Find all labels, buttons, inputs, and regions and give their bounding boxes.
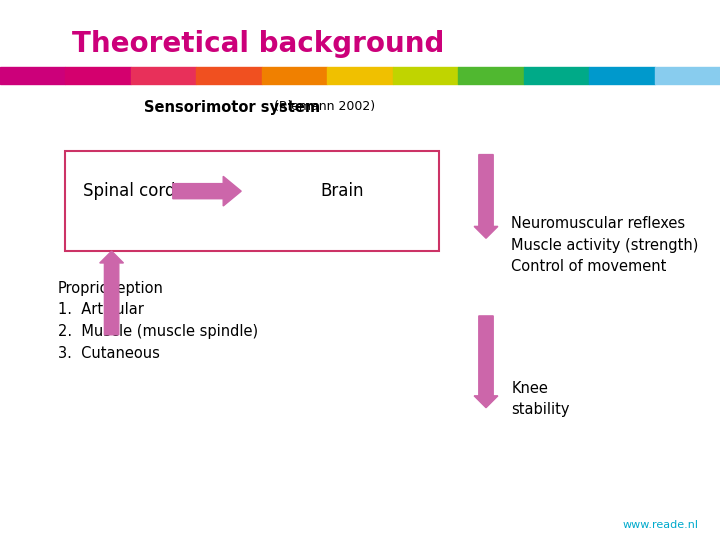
Bar [197,68,262,84]
Bar [523,68,589,84]
Bar [458,68,523,84]
Text: Knee
stability: Knee stability [511,381,570,417]
Text: Theoretical background: Theoretical background [72,30,444,58]
Text: Sensorimotor system: Sensorimotor system [144,100,320,115]
Bar [589,68,654,84]
Bar [392,68,458,84]
Text: Neuromuscular reflexes
Muscle activity (strength)
Control of movement: Neuromuscular reflexes Muscle activity (… [511,216,698,274]
Bar [131,68,197,84]
Bar [654,68,720,84]
Text: (Riemann 2002): (Riemann 2002) [270,100,375,113]
FancyArrow shape [173,176,241,206]
FancyArrow shape [99,251,124,335]
FancyBboxPatch shape [65,151,439,251]
Text: www.reade.nl: www.reade.nl [622,520,698,530]
Bar [328,68,392,84]
Text: Proprioception
1.  Articular
2.  Muscle (muscle spindle)
3.  Cutaneous: Proprioception 1. Articular 2. Muscle (m… [58,281,258,361]
FancyArrow shape [474,316,498,408]
Bar [66,68,131,84]
Bar [0,68,66,84]
Text: Spinal cord: Spinal cord [83,182,175,200]
Bar [262,68,328,84]
Text: Brain: Brain [320,182,364,200]
FancyArrow shape [474,154,498,238]
